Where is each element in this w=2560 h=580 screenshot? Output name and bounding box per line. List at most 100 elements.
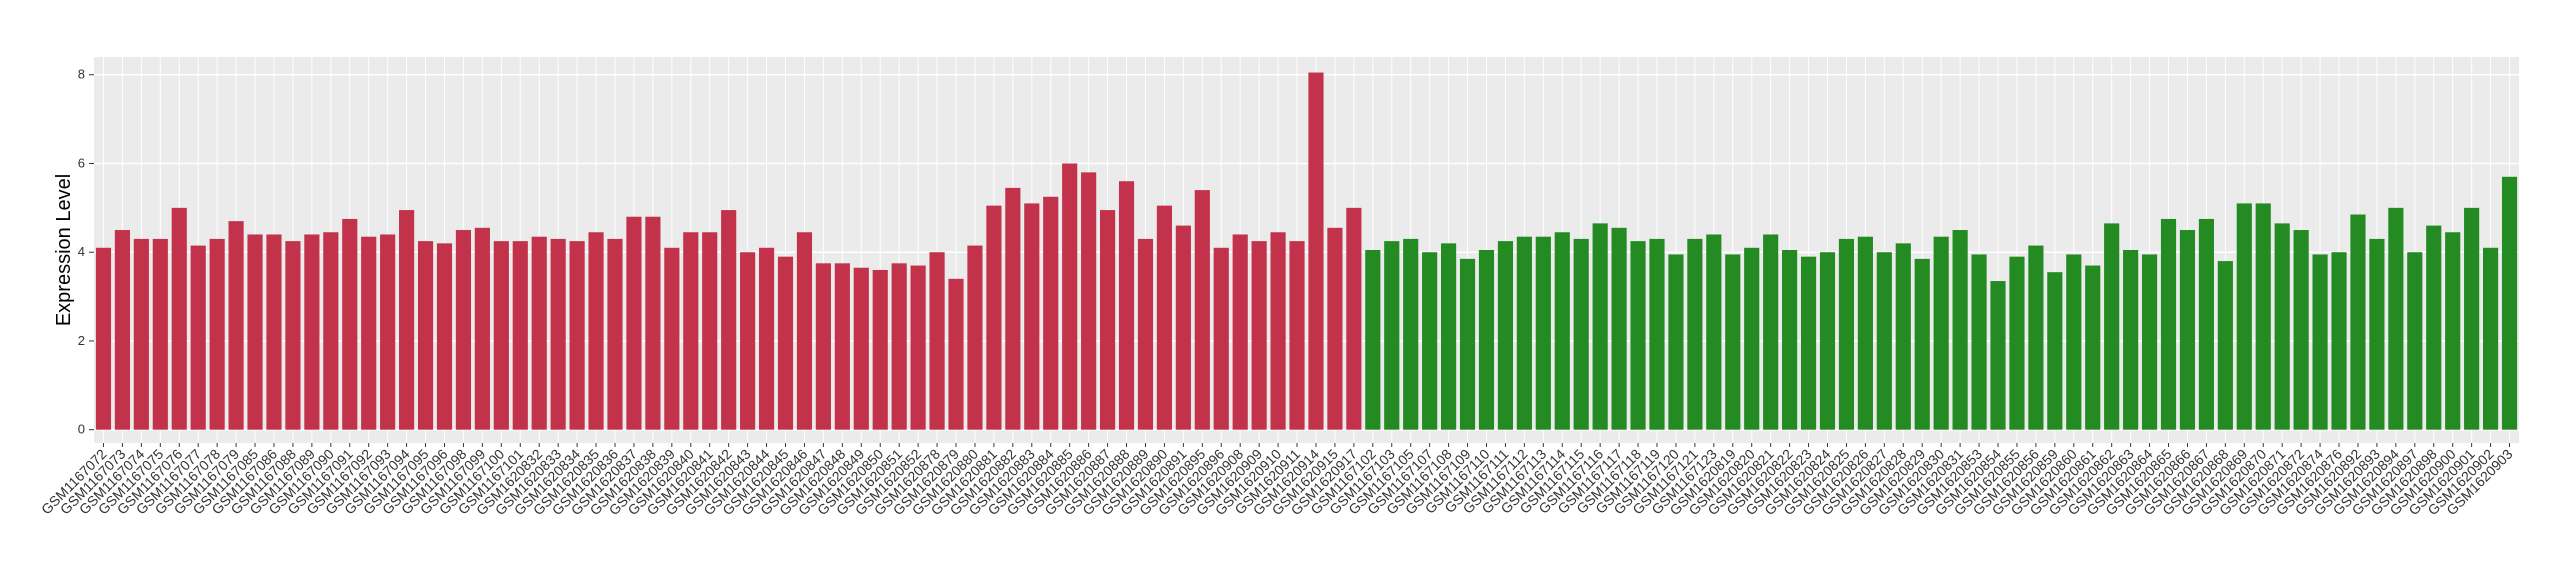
bar <box>2028 245 2044 430</box>
bar <box>1554 232 1570 430</box>
bar <box>2085 265 2101 430</box>
bar <box>929 252 945 430</box>
bar <box>2388 207 2404 430</box>
bar <box>1099 210 1116 430</box>
bar <box>872 269 888 430</box>
bar <box>1384 241 1400 430</box>
bar <box>2407 252 2423 430</box>
bar <box>304 234 320 430</box>
y-tick-label: 6 <box>78 155 85 170</box>
bar <box>2312 254 2328 430</box>
bar <box>1327 227 1343 430</box>
y-tick-label: 4 <box>78 244 85 259</box>
bar <box>531 236 547 430</box>
bar <box>1630 241 1646 430</box>
bar <box>1952 230 1968 430</box>
y-tick-label: 8 <box>78 67 85 82</box>
bar <box>1270 232 1286 430</box>
bar <box>1213 247 1229 430</box>
bar <box>1175 225 1191 430</box>
bar <box>1687 238 1703 430</box>
bar <box>2198 218 2214 430</box>
bar <box>1459 258 1476 430</box>
bar <box>190 245 206 430</box>
bar <box>1668 254 1684 430</box>
bar <box>266 234 282 430</box>
bar <box>1971 254 1987 430</box>
bar <box>1251 241 1267 430</box>
bar <box>1308 72 1324 430</box>
bar <box>1194 190 1210 430</box>
bar <box>1914 258 1930 430</box>
bar <box>2483 247 2499 430</box>
bar <box>1403 238 1419 430</box>
bar <box>285 241 301 430</box>
bar <box>815 263 831 430</box>
bar <box>399 210 415 430</box>
bar <box>702 232 718 430</box>
bar <box>2160 218 2177 430</box>
bar <box>323 232 339 430</box>
bar <box>569 241 585 430</box>
bar <box>683 232 699 430</box>
bar <box>2293 230 2309 430</box>
bar <box>1478 250 1495 430</box>
bar <box>948 278 964 430</box>
bar <box>1137 238 1154 430</box>
bar <box>1725 254 1741 430</box>
bar <box>1365 250 1381 430</box>
bar <box>1876 252 1892 430</box>
bar <box>436 243 453 430</box>
bar <box>1611 227 1627 430</box>
bar <box>607 238 623 430</box>
bar <box>2501 176 2518 430</box>
bar <box>2123 250 2139 430</box>
bar <box>1289 241 1305 430</box>
bar <box>1441 243 1457 430</box>
bar <box>380 234 396 430</box>
bar <box>758 247 775 430</box>
bar <box>1744 247 1760 430</box>
bar <box>910 265 926 430</box>
bar <box>1005 187 1021 430</box>
bar <box>626 216 642 430</box>
bar <box>95 247 112 430</box>
bar <box>853 267 869 430</box>
bar <box>1895 243 1911 430</box>
bar <box>1819 252 1836 430</box>
bar <box>152 238 168 430</box>
bar <box>2426 225 2442 430</box>
bar <box>2141 254 2158 430</box>
bar <box>1062 163 1078 430</box>
bar <box>588 232 604 430</box>
bar <box>2464 207 2480 430</box>
bar <box>986 205 1002 430</box>
bar <box>342 218 358 430</box>
bar <box>1857 236 1873 430</box>
bar <box>1782 250 1798 430</box>
bar <box>2217 261 2233 430</box>
bar <box>796 232 813 430</box>
bar <box>2369 238 2385 430</box>
bar <box>1346 207 1362 430</box>
bar <box>550 238 566 430</box>
bar <box>1990 281 2006 430</box>
bar <box>1800 256 1817 430</box>
bar <box>1024 203 1040 430</box>
bar <box>1763 234 1779 430</box>
bar <box>2350 214 2366 430</box>
bar <box>967 245 983 430</box>
bar <box>1156 205 1172 430</box>
bar <box>721 210 737 430</box>
y-tick-label: 2 <box>78 333 85 348</box>
bar <box>2179 230 2196 430</box>
bar <box>512 241 528 430</box>
bar <box>1838 238 1855 430</box>
bar <box>114 230 130 430</box>
bar <box>133 238 149 430</box>
bar <box>228 221 244 430</box>
y-axis-label: Expression Level <box>53 174 75 326</box>
bar <box>474 227 490 430</box>
bar <box>1422 252 1438 430</box>
